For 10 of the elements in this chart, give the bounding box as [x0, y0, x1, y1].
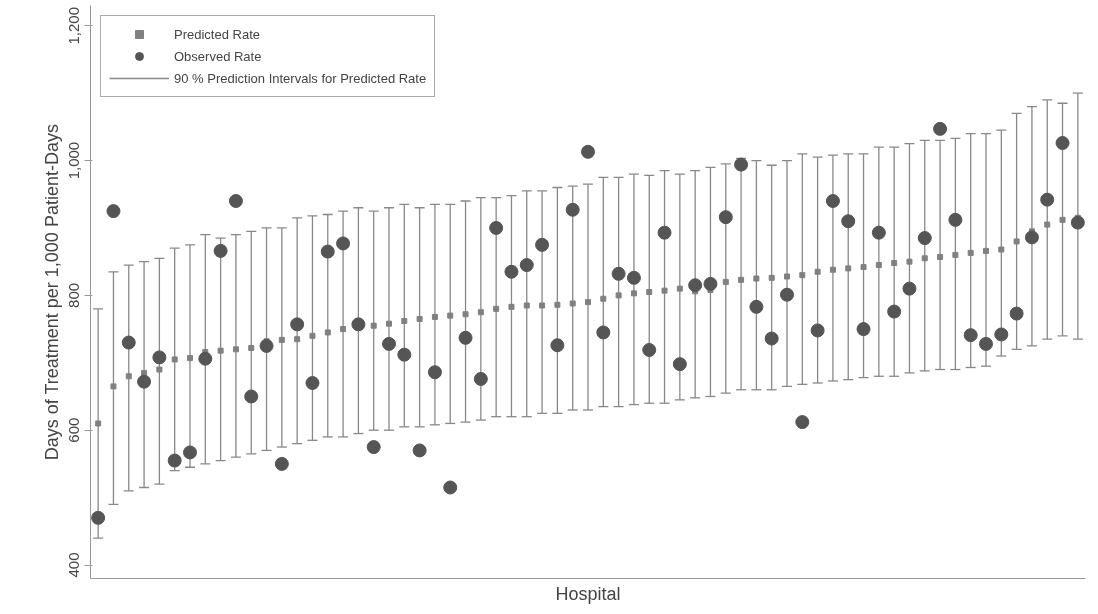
legend-label: Predicted Rate [174, 26, 260, 42]
y-axis-title: Days of Treatment per 1,000 Patient-Days [41, 124, 62, 461]
y-tick-label: 600 [65, 417, 83, 443]
annotation: 90 % Prediction Intervals for Predicted Rate [174, 70, 427, 86]
y-tick-label: 400 [65, 552, 83, 578]
legend-label: Observed Rate [174, 48, 262, 64]
y-tick-label: 1,200 [65, 6, 83, 45]
y-tick-label: 800 [65, 282, 83, 308]
y-tick-label: 1,000 [65, 141, 83, 180]
x-axis-title: Hospital [555, 583, 621, 604]
